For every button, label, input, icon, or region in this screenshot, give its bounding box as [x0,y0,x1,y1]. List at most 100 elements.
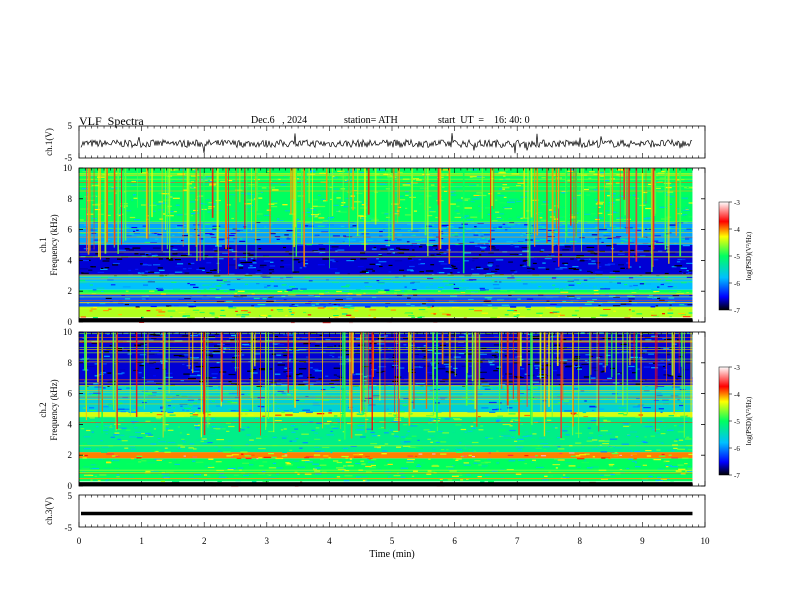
spec-speckle [427,422,433,424]
spec-speckle [208,335,215,338]
spec-speckle [187,282,190,285]
spec-speckle [252,389,255,391]
spec-speckle [385,188,391,190]
spec-speckle [207,466,215,468]
spec-sferic [329,168,330,269]
spec-speckle [134,427,138,429]
colorbar-tick-label: -4 [734,391,740,399]
spec-speckle [83,290,89,292]
spec-speckle [480,241,488,243]
spec-speckle [525,306,531,308]
spec-speckle [442,432,449,434]
spec-sferic [237,332,238,396]
spec-speckle [657,364,666,366]
spec-speckle [106,333,110,335]
spec-speckle [209,377,217,379]
spec-speckle [218,347,222,349]
spec-speckle [651,240,659,242]
spec-speckle [173,248,178,251]
spec-sferic [254,332,256,367]
spec-speckle [169,414,176,416]
spec-speckle [353,456,362,458]
spec-speckle [499,188,503,190]
spec-speckle [543,440,551,442]
spec-speckle [364,308,368,310]
spec-speckle [495,265,500,267]
spec-speckle [406,183,414,185]
spec-speckle [612,454,617,456]
spec-speckle [412,289,417,291]
spec-speckle [344,470,350,472]
spec-sferic [372,332,374,377]
spec-speckle [231,454,239,456]
spec-speckle [672,295,680,297]
spec-speckle [434,352,442,355]
ch3-panel: 5 -5 ch.3(V) [44,491,706,533]
colorbar-tick-label: -5 [734,253,740,261]
spec-speckle [266,470,273,472]
spec-speckle [196,357,200,359]
spec-sferic [622,332,624,406]
spec-speckle [167,411,174,414]
spec-speckle [568,335,576,337]
spec-speckle [311,429,315,431]
spec-speckle [324,402,331,404]
spec-speckle [353,407,359,409]
spec-speckle [299,267,303,269]
spec-speckle [416,179,422,181]
spec-speckle [566,286,573,288]
spec-speckle [540,239,548,241]
spec-speckle [677,258,686,261]
spec-sferic [169,168,171,260]
spec-sferic [481,168,483,219]
spec-speckle [686,332,689,334]
spec-speckle [211,400,215,402]
spec-speckle [378,255,383,257]
spec-speckle [318,217,325,219]
spec-speckle [440,441,447,443]
spec-speckle [480,425,484,427]
spec-speckle [358,465,365,467]
spec-sferic [117,168,119,254]
spec-speckle [524,373,527,375]
spec-speckle [649,419,655,421]
spec-speckle [223,446,231,448]
spec-speckle [648,245,651,247]
spec-speckle [637,321,645,324]
spec-line [79,390,693,391]
spec-speckle [337,384,341,386]
spec-speckle [329,268,338,270]
spec-speckle [554,288,560,290]
spec-sferic [565,168,568,237]
spec-speckle [600,451,608,453]
spec-speckle [337,249,345,251]
spec-speckle [138,272,142,274]
spec-speckle [345,197,352,199]
spec-speckle [319,303,326,305]
spec-speckle [406,303,411,305]
spec-speckle [616,217,624,219]
spec-speckle [493,344,502,346]
spec-speckle [253,198,257,200]
spec-speckle [632,406,640,408]
spec-speckle [498,429,507,431]
spec-speckle [533,258,537,260]
spec-speckle [346,298,353,300]
spec-speckle [579,269,582,271]
spec-speckle [238,265,244,267]
spec-speckle [336,290,343,293]
spec-speckle [154,238,159,240]
spec-speckle [252,391,255,393]
spec-sferic [578,332,580,438]
spec-speckle [397,234,402,236]
spec-speckle [626,478,633,480]
spec-speckle [504,439,511,441]
spec-speckle [116,476,120,478]
spec-sferic [256,168,258,212]
spec-speckle [373,317,377,319]
spec-speckle [153,334,161,336]
spec-speckle [567,470,575,472]
spec-speckle [656,275,660,277]
spec-speckle [553,261,556,263]
spec-speckle [394,415,397,417]
